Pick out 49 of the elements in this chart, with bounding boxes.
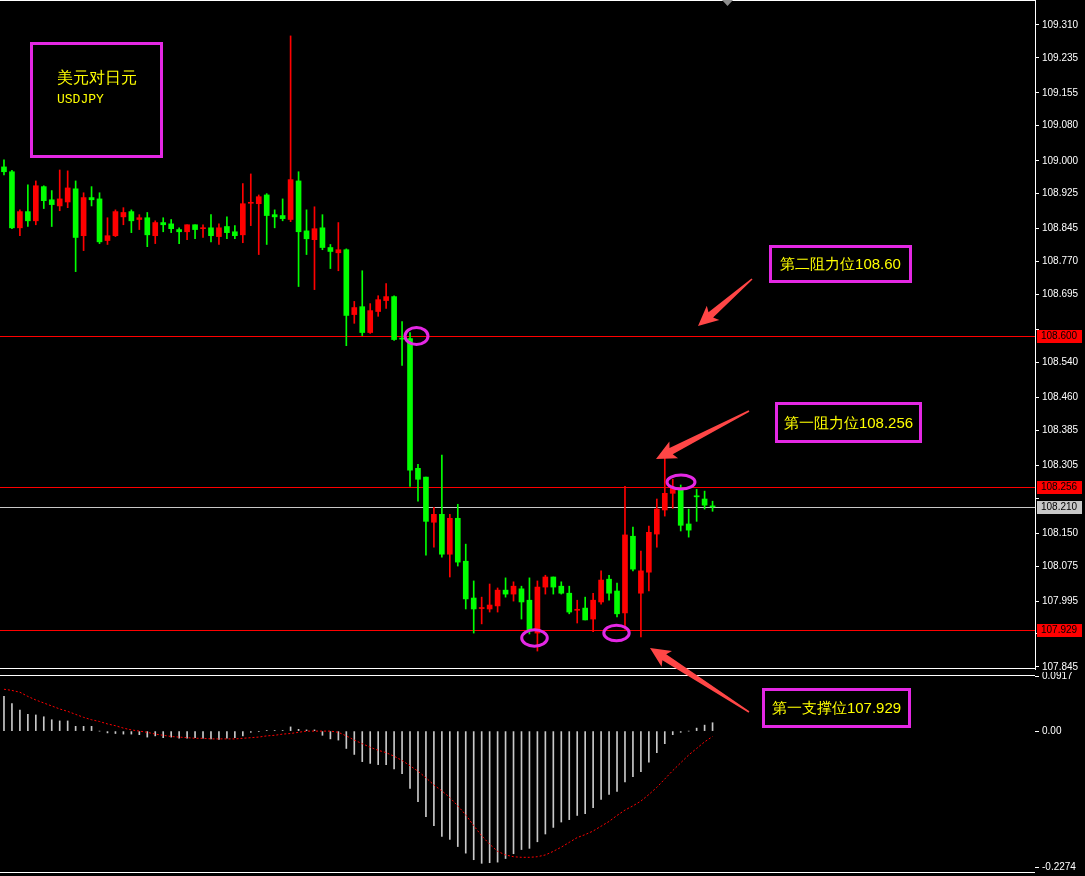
candlestick [200,224,206,238]
y-tick-label: 108.695 [1042,288,1079,300]
annotation: 第一支撑位107.929 [771,699,902,717]
annotation: 第二阻力位108.60 [780,255,901,273]
note-box: 第一支撑位107.929 [762,688,911,728]
annotation: 第一阻力位108.256 [783,413,914,432]
candlestick [431,507,437,548]
y-tick-label: 108.770 [1042,255,1079,267]
y-tick-label: 108.925 [1042,187,1079,199]
candlestick [176,227,182,244]
candlestick [160,217,167,233]
y-tick-label: 109.235 [1042,51,1079,63]
candlestick [470,580,477,634]
y-tick-label: 108.150 [1042,526,1079,538]
ref-line-label: 108.210 [1041,501,1078,513]
y-tick-label: 109.310 [1042,18,1079,30]
y-tick-label: 0.00 [1042,724,1062,736]
ref-line-label: 108.256 [1041,481,1078,493]
y-tick-label: 108.385 [1042,423,1079,435]
candlestick [574,599,581,624]
text: 美元对日元 [57,69,137,87]
y-tick-label: 108.845 [1042,222,1079,234]
y-tick-label: 0.0917 [1042,670,1074,682]
line-series [3,688,714,858]
y-tick-label: 109.000 [1042,154,1079,166]
candlestick [56,169,63,212]
y-tick-label: 108.540 [1042,356,1079,368]
ref-line-label: 108.600 [1041,330,1078,342]
candlestick [383,283,389,309]
y-tick-label: 107.845 [1042,660,1079,672]
y-tick-label: 108.305 [1042,459,1079,471]
candlestick [136,214,143,230]
note-box: 第一阻力位108.256 [775,402,922,443]
y-tick-label: -0.2274 [1042,860,1077,872]
candlestick [255,194,262,255]
note-box: 第二阻力位108.60 [769,245,912,283]
candlestick [25,184,31,227]
candlestick [271,209,278,229]
y-tick-label: 109.080 [1042,119,1079,131]
candlestick [478,596,485,625]
y-tick-label: 107.995 [1042,594,1079,606]
y-tick-label: 108.460 [1042,391,1079,403]
ref-line-label: 107.929 [1041,624,1078,636]
candlestick [247,173,254,226]
text: USDJPY [57,92,104,108]
candlestick [685,508,692,538]
y-tick-label: 108.075 [1042,559,1079,571]
candlestick [48,190,55,227]
y-tick-label: 109.155 [1042,86,1079,98]
